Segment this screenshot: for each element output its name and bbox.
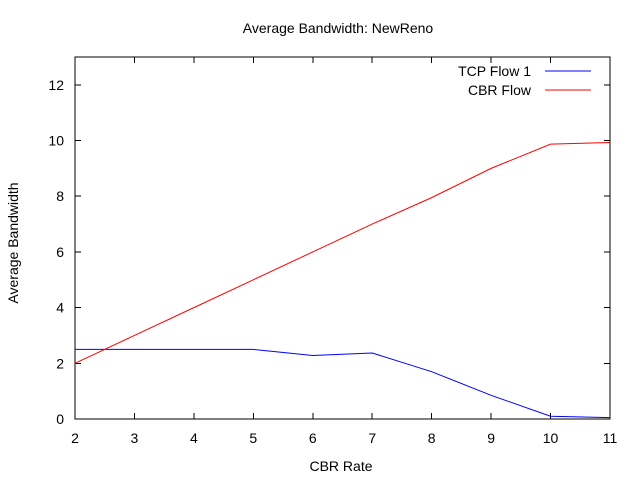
- legend: TCP Flow 1 CBR Flow: [458, 63, 591, 98]
- x-tick-label: 7: [368, 430, 376, 446]
- x-tick-label: 9: [487, 430, 495, 446]
- legend-entry-label: TCP Flow 1: [458, 63, 531, 79]
- y-tick-label: 8: [56, 188, 64, 204]
- y-tick-label: 6: [56, 244, 64, 260]
- y-tick-label: 2: [56, 355, 64, 371]
- x-tick-label: 8: [428, 430, 436, 446]
- legend-entry-label: CBR Flow: [468, 82, 532, 98]
- x-tick-label: 10: [543, 430, 559, 446]
- y-tick-label: 4: [56, 300, 64, 316]
- x-tick-label: 3: [131, 430, 139, 446]
- x-tick-label: 2: [71, 430, 79, 446]
- x-tick-label: 6: [309, 430, 317, 446]
- series-lines: [74, 141, 611, 419]
- x-tick-label: 11: [603, 430, 618, 446]
- x-tick-label: 5: [249, 430, 257, 446]
- series-line-0: [75, 348, 611, 419]
- y-tick-label: 10: [48, 133, 64, 149]
- y-tick-label: 12: [48, 77, 64, 93]
- plot-area-frame: [74, 56, 611, 420]
- x-tick-label: 4: [190, 430, 198, 446]
- x-axis-label: CBR Rate: [309, 458, 372, 474]
- y-axis-label: Average Bandwidth: [5, 182, 21, 303]
- y-tick-label: 0: [56, 411, 64, 427]
- series-line-1: [74, 141, 611, 364]
- chart-title: Average Bandwidth: NewReno: [243, 20, 434, 36]
